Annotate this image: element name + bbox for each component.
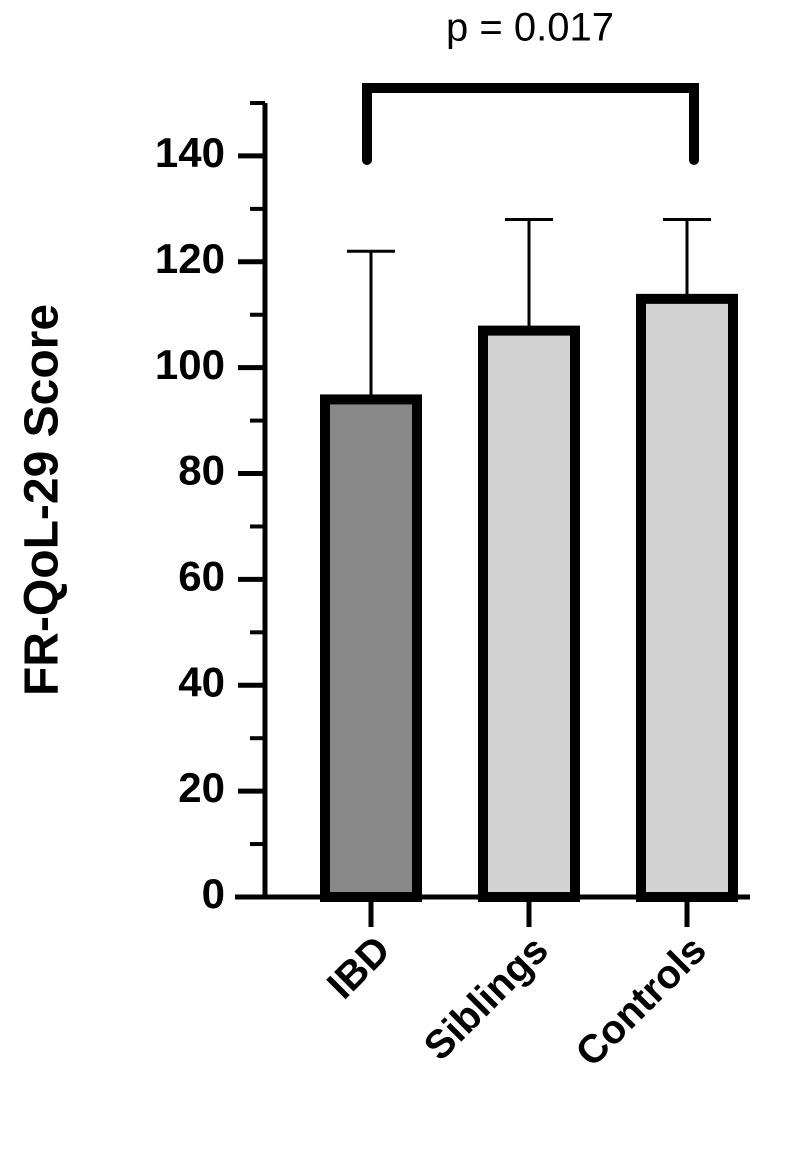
- bar: [478, 325, 580, 902]
- x-tick-label: Controls: [567, 928, 714, 1075]
- bar: [636, 293, 738, 902]
- y-tick-label: 100: [155, 341, 225, 388]
- y-tick-label: 40: [178, 658, 225, 705]
- x-tick-label: IBD: [319, 928, 399, 1008]
- y-tick-label: 120: [155, 235, 225, 282]
- y-axis-label: FR-QoL-29 Score: [16, 304, 69, 696]
- y-tick-label: 60: [178, 552, 225, 599]
- significance-bracket: [362, 83, 699, 165]
- y-tick-label: 20: [178, 764, 225, 811]
- bar: [320, 394, 422, 902]
- p-value: p = 0.017: [446, 6, 614, 50]
- y-tick-label: 0: [202, 870, 225, 917]
- y-tick-label: 140: [155, 129, 225, 176]
- x-tick-label: Siblings: [416, 928, 557, 1069]
- y-tick-label: 80: [178, 447, 225, 494]
